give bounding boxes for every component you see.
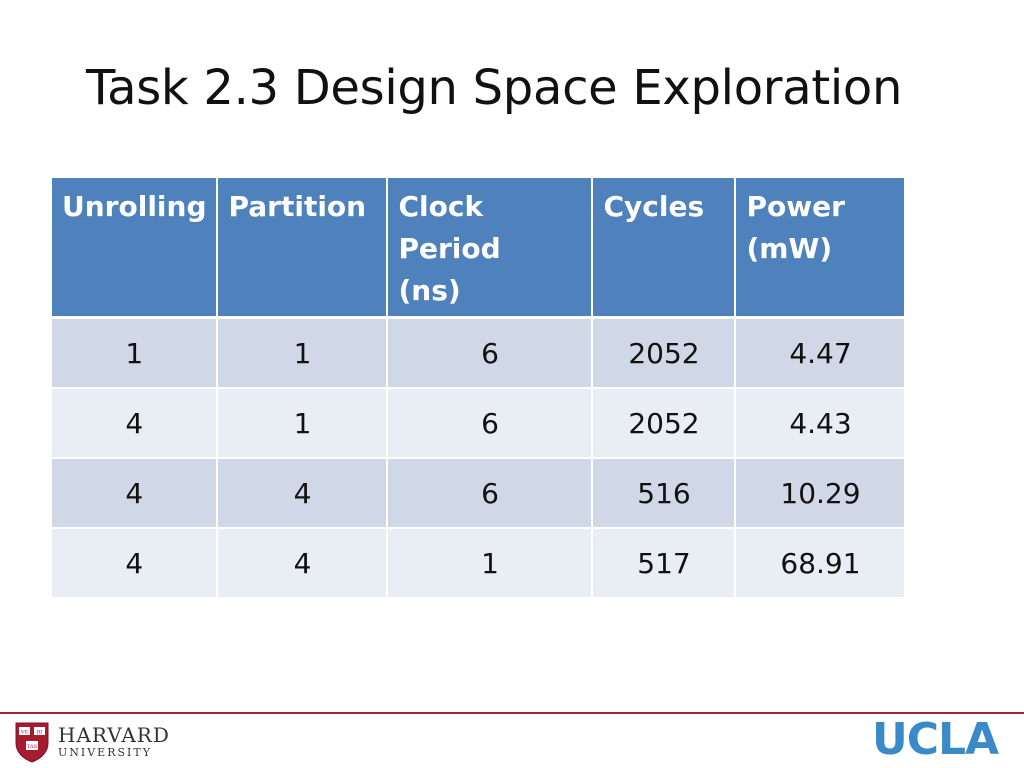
- table-header-row: Unrolling Partition Clock Period (ns) Cy…: [52, 178, 905, 319]
- cell-power: 68.91: [736, 529, 905, 599]
- cell-unrolling: 4: [52, 389, 219, 459]
- ucla-logo: UCLA: [872, 714, 999, 765]
- cell-clock-period: 6: [388, 459, 594, 529]
- table-row: 4 1 6 2052 4.43: [52, 389, 905, 459]
- slide-title: Task 2.3 Design Space Exploration: [86, 60, 903, 116]
- table-row: 4 4 6 516 10.29: [52, 459, 905, 529]
- footer-divider: [0, 712, 1024, 714]
- cell-cycles: 517: [593, 529, 737, 599]
- cell-cycles: 516: [593, 459, 737, 529]
- header-unrolling: Unrolling: [52, 178, 219, 319]
- header-clock-period-line2: (ns): [398, 274, 461, 307]
- harvard-logo: VE RI TAS HARVARD UNIVERSITY: [14, 720, 170, 764]
- cell-clock-period: 1: [388, 529, 594, 599]
- harvard-shield-icon: VE RI TAS: [15, 722, 49, 763]
- cell-clock-period: 6: [388, 389, 594, 459]
- cell-unrolling: 4: [52, 459, 219, 529]
- results-table: Unrolling Partition Clock Period (ns) Cy…: [52, 178, 905, 599]
- cell-partition: 4: [218, 459, 389, 529]
- cell-clock-period: 6: [388, 319, 594, 389]
- header-power: Power (mW): [736, 178, 905, 319]
- cell-unrolling: 4: [52, 529, 219, 599]
- cell-cycles: 2052: [593, 319, 737, 389]
- header-partition: Partition: [218, 178, 389, 319]
- shield-text-3: TAS: [27, 744, 38, 750]
- cell-partition: 1: [218, 389, 389, 459]
- cell-power: 10.29: [736, 459, 905, 529]
- cell-power: 4.47: [736, 319, 905, 389]
- header-power-line2: (mW): [746, 232, 833, 265]
- header-clock-period-line1: Clock Period: [398, 190, 501, 265]
- shield-text-1: VE: [20, 730, 29, 736]
- harvard-subtitle: UNIVERSITY: [58, 746, 152, 759]
- table-row: 4 4 1 517 68.91: [52, 529, 905, 599]
- cell-cycles: 2052: [593, 389, 737, 459]
- shield-text-2: RI: [37, 730, 43, 736]
- cell-power: 4.43: [736, 389, 905, 459]
- cell-unrolling: 1: [52, 319, 219, 389]
- table-row: 1 1 6 2052 4.47: [52, 319, 905, 389]
- cell-partition: 4: [218, 529, 389, 599]
- header-cycles: Cycles: [593, 178, 737, 319]
- cell-partition: 1: [218, 319, 389, 389]
- harvard-name: HARVARD: [58, 723, 170, 747]
- header-clock-period: Clock Period (ns): [388, 178, 594, 319]
- header-power-line1: Power: [746, 190, 845, 223]
